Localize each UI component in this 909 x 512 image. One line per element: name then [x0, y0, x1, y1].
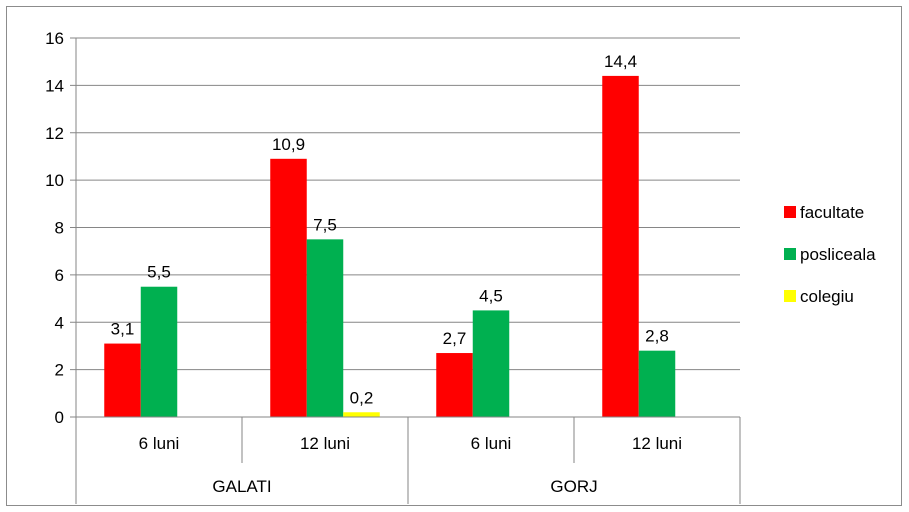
- y-tick-label: 16: [45, 29, 64, 48]
- legend-label-posliceala: posliceala: [800, 245, 876, 264]
- data-label-posliceala: 5,5: [147, 263, 171, 282]
- x-category-label: 6 luni: [139, 434, 180, 453]
- y-tick-label: 4: [55, 313, 64, 332]
- data-label-posliceala: 2,8: [645, 327, 669, 346]
- legend-swatch-posliceala: [784, 248, 796, 260]
- legend: facultate posliceala colegiu: [784, 203, 876, 306]
- y-tick-label: 8: [55, 219, 64, 238]
- bars: [104, 75, 676, 418]
- bar-chart: 0 2 4 6 8 10 12 14 16 3,1 10,9 2,7 14,4 5,5 7,5 4,5 2,8…: [45, 29, 876, 504]
- y-tick-label: 14: [45, 76, 64, 95]
- legend-label-colegiu: colegiu: [800, 287, 854, 306]
- legend-swatch-facultate: [784, 206, 796, 218]
- y-tick-label: 12: [45, 124, 64, 143]
- y-tick-label: 2: [55, 361, 64, 380]
- bar-facultate: [602, 75, 639, 418]
- chart-frame: 0 2 4 6 8 10 12 14 16 3,1 10,9 2,7 14,4 5,5 7,5 4,5 2,8…: [6, 6, 902, 506]
- x-category-label: 6 luni: [471, 434, 512, 453]
- bar-facultate: [270, 158, 307, 417]
- bar-posliceala: [306, 239, 344, 417]
- x-group-label: GALATI: [212, 477, 271, 496]
- x-group-label: GORJ: [550, 477, 597, 496]
- y-tick-label: 6: [55, 266, 64, 285]
- bar-posliceala: [140, 286, 178, 417]
- bar-posliceala: [472, 310, 510, 417]
- bar-posliceala: [638, 350, 676, 417]
- legend-swatch-colegiu: [784, 290, 796, 302]
- legend-label-facultate: facultate: [800, 203, 864, 222]
- data-label-colegiu: 0,2: [350, 388, 374, 407]
- data-label-facultate: 10,9: [272, 135, 305, 154]
- data-label-posliceala: 7,5: [313, 215, 337, 234]
- x-category-label: 12 luni: [300, 434, 350, 453]
- data-label-posliceala: 4,5: [479, 286, 503, 305]
- x-axis: 6 luni 12 luni 6 luni 12 luni GALATI GORJ: [75, 416, 741, 504]
- y-axis: 0 2 4 6 8 10 12 14 16: [45, 29, 77, 427]
- data-label-facultate: 3,1: [111, 320, 135, 339]
- gridlines: [76, 37, 740, 418]
- data-label-facultate: 14,4: [604, 52, 637, 71]
- bar-facultate: [104, 343, 141, 417]
- data-labels: 3,1 10,9 2,7 14,4 5,5 7,5 4,5 2,8 0,2: [111, 52, 669, 407]
- data-label-facultate: 2,7: [443, 329, 467, 348]
- bar-facultate: [436, 353, 473, 417]
- y-tick-label: 10: [45, 171, 64, 190]
- bar-colegiu: [343, 412, 380, 417]
- y-tick-label: 0: [55, 408, 64, 427]
- x-category-label: 12 luni: [632, 434, 682, 453]
